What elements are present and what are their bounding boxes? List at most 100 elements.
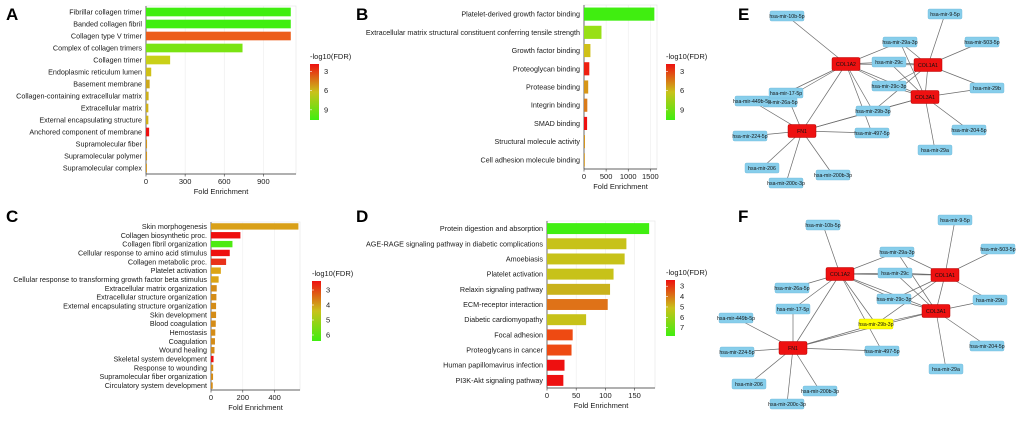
legend-tick-label: 3 (680, 67, 684, 76)
mirna-label: hsa-mir-29a-3p (879, 250, 914, 256)
edge (792, 273, 841, 349)
mirna-box (964, 36, 1000, 48)
mirna-label: hsa-mir-503-5p (964, 40, 999, 46)
bar (146, 103, 149, 113)
bar (584, 135, 585, 149)
panel-label-f: F (738, 207, 748, 226)
category-label: Response to wounding (134, 363, 207, 372)
bar (211, 232, 241, 239)
gene-label: FN1 (788, 346, 798, 352)
networks: hsa-mir-10b-5p hsa-mir-9-5p hsa-mir-503-5p… (717, 8, 1016, 410)
mirna-label: hsa-mir-200c-3p (767, 181, 805, 187)
bar (211, 249, 230, 257)
mirna-label: hsa-mir-26a-5p (774, 286, 809, 292)
category-label: Coagulation (169, 337, 207, 346)
category-label: Growth factor binding (512, 46, 580, 55)
category-label: Complex of collagen trimers (53, 44, 142, 53)
bar (146, 151, 148, 161)
mirna-label: hsa-mir-29a-3p (882, 40, 917, 46)
edge (786, 15, 847, 65)
mirna-node: hsa-mir-29c-3p (877, 293, 912, 305)
legend: -log10(FDR) 3 6 9 (310, 52, 352, 120)
mirna-box (969, 340, 1005, 352)
gene-node: FN1 (778, 341, 808, 355)
bar (584, 116, 588, 131)
mirna-label: hsa-mir-17-5p (777, 307, 809, 313)
mirna-node: hsa-mir-200c-3p (767, 177, 805, 189)
mirna-node: hsa-mir-9-5p (937, 214, 973, 226)
category-label: Circulatory system development (105, 381, 207, 390)
bar (211, 311, 217, 319)
category-label: Hemostasis (169, 328, 207, 337)
mirna-box (768, 177, 804, 189)
panel-label-e: E (738, 5, 749, 24)
panel-label-c: C (6, 207, 18, 226)
mirna-node: hsa-mir-29b (969, 82, 1005, 94)
mirna-box (972, 294, 1008, 306)
edge (927, 13, 946, 66)
category-label: Structural molecule activity (495, 137, 581, 146)
legend-tick-label: 9 (680, 105, 684, 114)
mirna-box (858, 318, 894, 330)
mirna-label: hsa-mir-200c-3p (768, 402, 806, 408)
x-tick-label: 600 (218, 177, 231, 186)
bar-chart-d: Protein digestion and absorption AGE-RAGE… (366, 220, 708, 410)
bar (584, 25, 602, 39)
edge (801, 130, 834, 176)
category-label: Supramolecular polymer (64, 152, 143, 161)
bar (584, 43, 591, 58)
category-label: Collagen type V trimer (71, 32, 143, 41)
mirna-label: hsa-mir-26a-5p (762, 100, 797, 106)
mirna-label: hsa-mir-449b-5p (733, 99, 771, 105)
legend-title: -log10(FDR) (666, 268, 708, 277)
legend-colorbar (666, 280, 675, 336)
mirna-node: hsa-mir-17-5p (768, 87, 804, 99)
x-tick-label: 900 (257, 177, 270, 186)
bar (211, 276, 219, 283)
edge (935, 310, 947, 370)
bar (146, 31, 291, 41)
mirna-label: hsa-mir-503-5p (980, 247, 1015, 253)
x-tick-label: 1000 (620, 172, 637, 181)
mirna-node: hsa-mir-449b-5p (733, 95, 771, 107)
gene-node: COL1A2 (831, 57, 861, 71)
bar (211, 329, 216, 336)
mirna-box (871, 80, 907, 92)
bar (211, 240, 233, 248)
category-label: Collagen biosynthetic proc. (121, 231, 207, 240)
mirna-box (927, 8, 963, 20)
legend-tick-label: 5 (326, 316, 330, 325)
category-label: Cellular response to amino acid stimulus (78, 248, 207, 257)
mirna-box (805, 219, 841, 231)
gene-node: COL3A1 (910, 90, 940, 104)
mirna-box (928, 363, 964, 375)
category-label: Protease binding (526, 83, 580, 92)
legend-title: -log10(FDR) (310, 52, 352, 61)
bar (146, 7, 291, 17)
mirna-label: hsa-mir-200b-3p (814, 173, 852, 179)
mirna-label: hsa-mir-9-5p (940, 218, 970, 224)
mirna-node: hsa-mir-497-5p (864, 345, 900, 357)
legend-colorbar (312, 281, 321, 341)
x-tick-label: 1500 (642, 172, 659, 181)
category-label: External encapsulating structure (39, 116, 142, 125)
bar-chart-a: Fibrillar collagen trimer Banded collagen… (16, 5, 352, 196)
bar-charts: Fibrillar collagen trimer Banded collagen… (13, 4, 708, 412)
category-label: Amoebiasis (506, 254, 544, 263)
mirna-box (855, 105, 891, 117)
bar (211, 320, 216, 327)
gene-node: COL1A1 (913, 58, 943, 72)
mirna-label: hsa-mir-29b-3p (855, 109, 890, 115)
mirna-label: hsa-mir-497-5p (864, 349, 899, 355)
bar (547, 359, 565, 371)
edge (786, 347, 794, 405)
mirna-node: hsa-mir-206 (744, 162, 780, 174)
mirna-box (732, 130, 768, 142)
bar-chart-b: Platelet-derived growth factor binding Ex… (366, 4, 708, 191)
category-label: Proteoglycans in cancer (466, 346, 543, 355)
category-label: Cell adhesion molecule binding (481, 155, 581, 164)
category-label: Collagen trimer (93, 56, 142, 65)
gene-node: COL1A2 (825, 267, 855, 281)
network-f: hsa-mir-10b-5p hsa-mir-9-5p hsa-mir-503-5p… (717, 214, 1016, 410)
edge (896, 251, 937, 312)
